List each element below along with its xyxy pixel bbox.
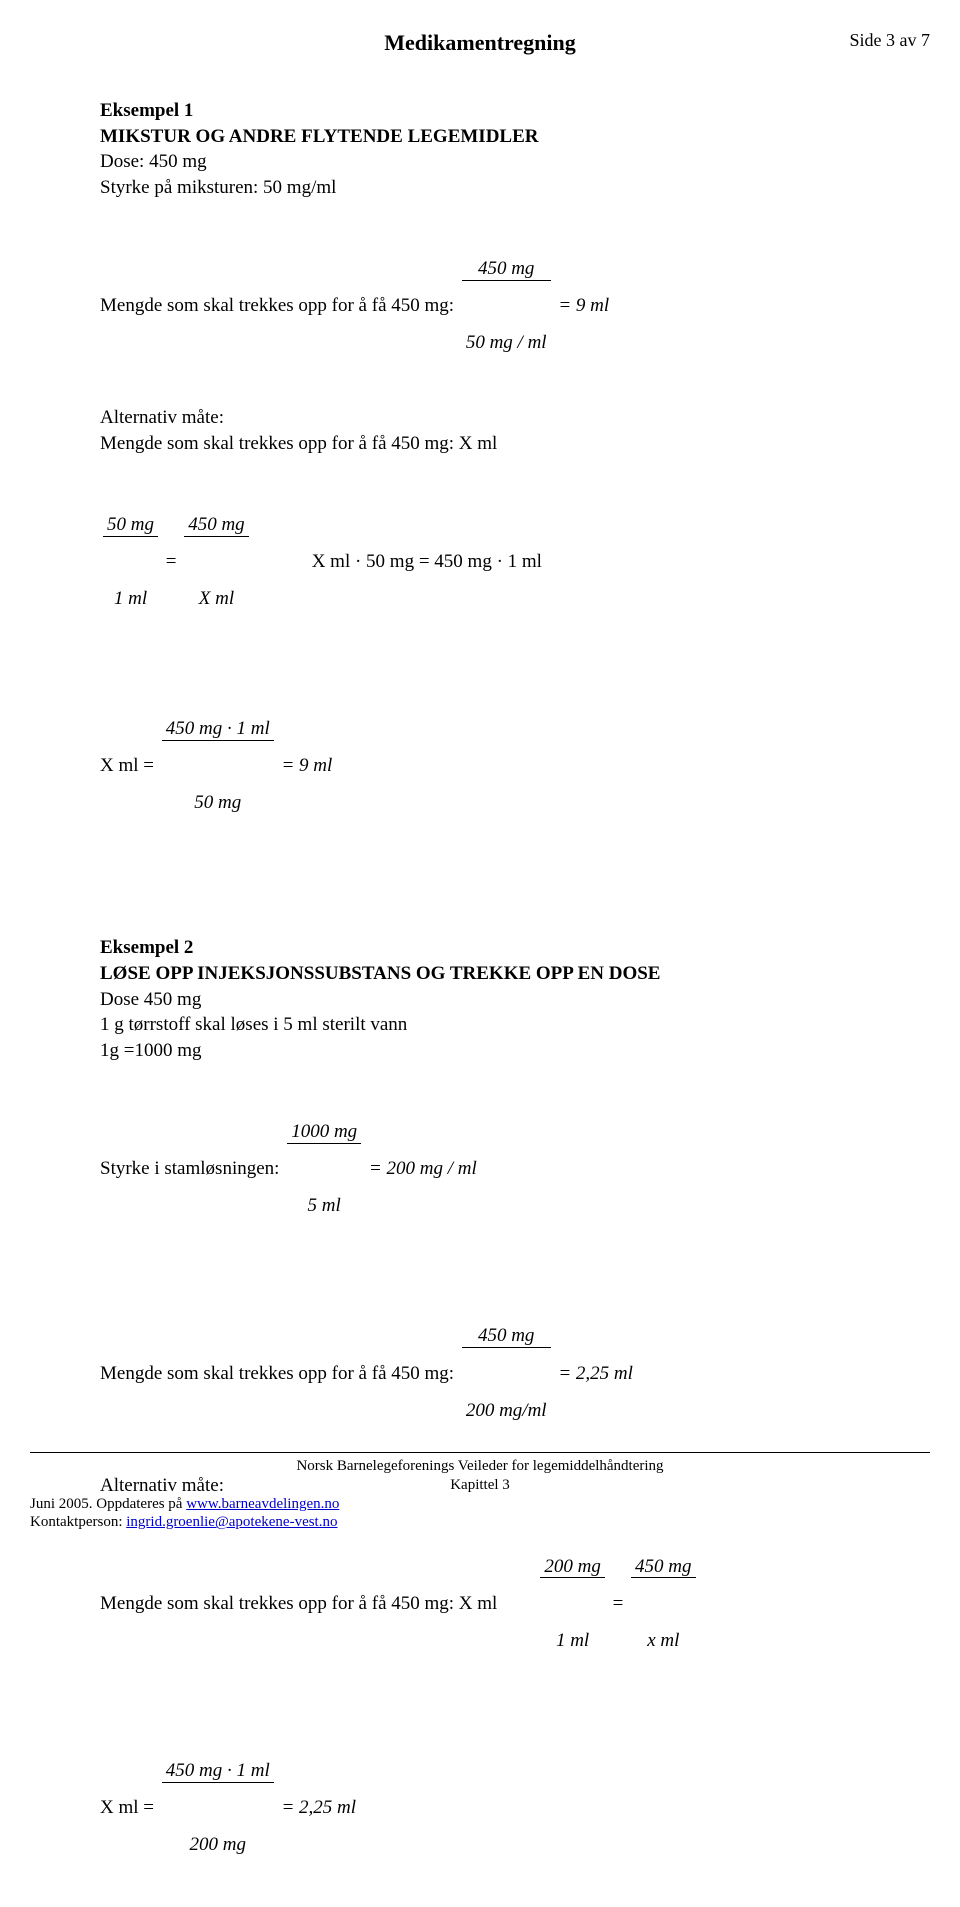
ex2-xml-rhs: = 2,25 ml [277, 1795, 356, 1821]
ex2-styrke-frac: 1000 mg 5 ml [287, 1070, 361, 1269]
ex1-alt-line: Mengde som skal trekkes opp for å få 450… [100, 431, 860, 457]
ex1-xml-rhs: = 9 ml [277, 753, 333, 779]
footer-line2: Kapittel 3 [30, 1476, 930, 1495]
ex2-alt-ratio-right: 450 mg x ml [631, 1504, 695, 1703]
page-header: Medikamentregning Side 3 av 7 [100, 28, 860, 58]
ex1-ratio-r-den: X ml [184, 588, 248, 610]
footer-update-link[interactable]: www.barneavdelingen.no [186, 1496, 339, 1512]
ex2-alt-ratio-l-den: 1 ml [540, 1630, 604, 1652]
footer-update-line: Juni 2005. Oppdateres på www.barneavdeli… [30, 1495, 930, 1514]
ex1-frac1-num: 450 mg [462, 258, 551, 281]
ex1-ratio-l-den: 1 ml [103, 588, 158, 610]
ex1-mengde-equation: Mengde som skal trekkes opp for å få 450… [100, 207, 860, 406]
ex2-mengde-frac: 450 mg 200 mg/ml [462, 1274, 551, 1473]
ex1-frac1-rhs: = 9 ml [554, 293, 610, 319]
ex2-xml-num: 450 mg · 1 ml [162, 1760, 274, 1783]
footer-contact-link[interactable]: ingrid.groenlie@apotekene-vest.no [126, 1514, 337, 1530]
ex1-ratio-right: 450 mg X ml [184, 462, 248, 661]
ex1-frac1-den: 50 mg / ml [462, 332, 551, 354]
ex1-ratio-l-num: 50 mg [103, 514, 158, 537]
ex2-styrke-num: 1000 mg [287, 1121, 361, 1144]
example2-heading-1: Eksempel 2 [100, 935, 860, 961]
ex2-alt-ratio-r-den: x ml [631, 1630, 695, 1652]
ex2-alt-ratio-equation: Mengde som skal trekkes opp for å få 450… [100, 1504, 860, 1703]
ex1-xml-frac: 450 mg · 1 ml 50 mg [162, 667, 274, 866]
ex1-ratio-derivation: X ml · 50 mg = 450 mg · 1 ml [312, 549, 542, 575]
ex2-styrke-equation: Styrke i stamløsningen: 1000 mg 5 ml = 2… [100, 1070, 860, 1269]
ex2-dilution: 1 g tørrstoff skal løses i 5 ml sterilt … [100, 1012, 860, 1038]
ex2-mengde-den: 200 mg/ml [462, 1400, 551, 1422]
ex2-alt-ratio-left: 200 mg 1 ml [540, 1504, 604, 1703]
ex1-xml-num: 450 mg · 1 ml [162, 718, 274, 741]
example2-heading-2: LØSE OPP INJEKSJONSSUBSTANS OG TREKKE OP… [100, 961, 860, 987]
ex2-alt-line-prefix: Mengde som skal trekkes opp for å få 450… [100, 1591, 497, 1617]
ex1-dose: Dose: 450 mg [100, 149, 860, 175]
page-number: Side 3 av 7 [850, 28, 931, 52]
ex2-xml-equation: X ml = 450 mg · 1 ml 200 mg = 2,25 ml [100, 1709, 860, 1907]
ex1-frac1: 450 mg 50 mg / ml [462, 207, 551, 406]
page-footer: Norsk Barnelegeforenings Veileder for le… [30, 1452, 930, 1532]
ex2-conversion: 1g =1000 mg [100, 1038, 860, 1064]
ex1-strength: Styrke på miksturen: 50 mg/ml [100, 175, 860, 201]
ex1-alt-label: Alternativ måte: [100, 405, 860, 431]
ex2-xml-prefix: X ml = [100, 1795, 159, 1821]
ex1-ratio-left: 50 mg 1 ml [103, 462, 158, 661]
footer-contact-line: Kontaktperson: ingrid.groenlie@apotekene… [30, 1513, 930, 1532]
ex2-alt-ratio-eq: = [608, 1591, 628, 1617]
document-title: Medikamentregning [384, 28, 575, 58]
ex1-xml-equation: X ml = 450 mg · 1 ml 50 mg = 9 ml [100, 667, 860, 866]
ex2-mengde-equation: Mengde som skal trekkes opp for å få 450… [100, 1274, 860, 1473]
ex1-xml-den: 50 mg [162, 792, 274, 814]
ex2-mengde-num: 450 mg [462, 1325, 551, 1348]
ex2-alt-ratio-l-num: 200 mg [540, 1556, 604, 1579]
ex2-styrke-rhs: = 200 mg / ml [364, 1156, 477, 1182]
section-spacer [100, 865, 860, 935]
ex1-ratio-eq: = [161, 549, 181, 575]
ex2-mengde-prefix: Mengde som skal trekkes opp for å få 450… [100, 1361, 459, 1387]
ex2-styrke-den: 5 ml [287, 1195, 361, 1217]
ex2-dose: Dose 450 mg [100, 987, 860, 1013]
ex1-mengde-prefix: Mengde som skal trekkes opp for å få 450… [100, 293, 459, 319]
ex2-xml-frac: 450 mg · 1 ml 200 mg [162, 1709, 274, 1907]
example1-heading-1: Eksempel 1 [100, 98, 860, 124]
footer-update-prefix: Juni 2005. Oppdateres på [30, 1496, 186, 1512]
footer-line1: Norsk Barnelegeforenings Veileder for le… [30, 1457, 930, 1476]
ex2-alt-ratio-r-num: 450 mg [631, 1556, 695, 1579]
ex1-ratio-r-num: 450 mg [184, 514, 248, 537]
ex2-xml-den: 200 mg [162, 1834, 274, 1856]
ex1-ratio-equation: 50 mg 1 ml = 450 mg X ml X ml · 50 mg = … [100, 462, 860, 661]
footer-contact-prefix: Kontaktperson: [30, 1514, 126, 1530]
ex1-xml-prefix: X ml = [100, 753, 159, 779]
ex2-styrke-prefix: Styrke i stamløsningen: [100, 1156, 284, 1182]
ex2-mengde-rhs: = 2,25 ml [554, 1361, 633, 1387]
example1-heading-2: MIKSTUR OG ANDRE FLYTENDE LEGEMIDLER [100, 124, 860, 150]
